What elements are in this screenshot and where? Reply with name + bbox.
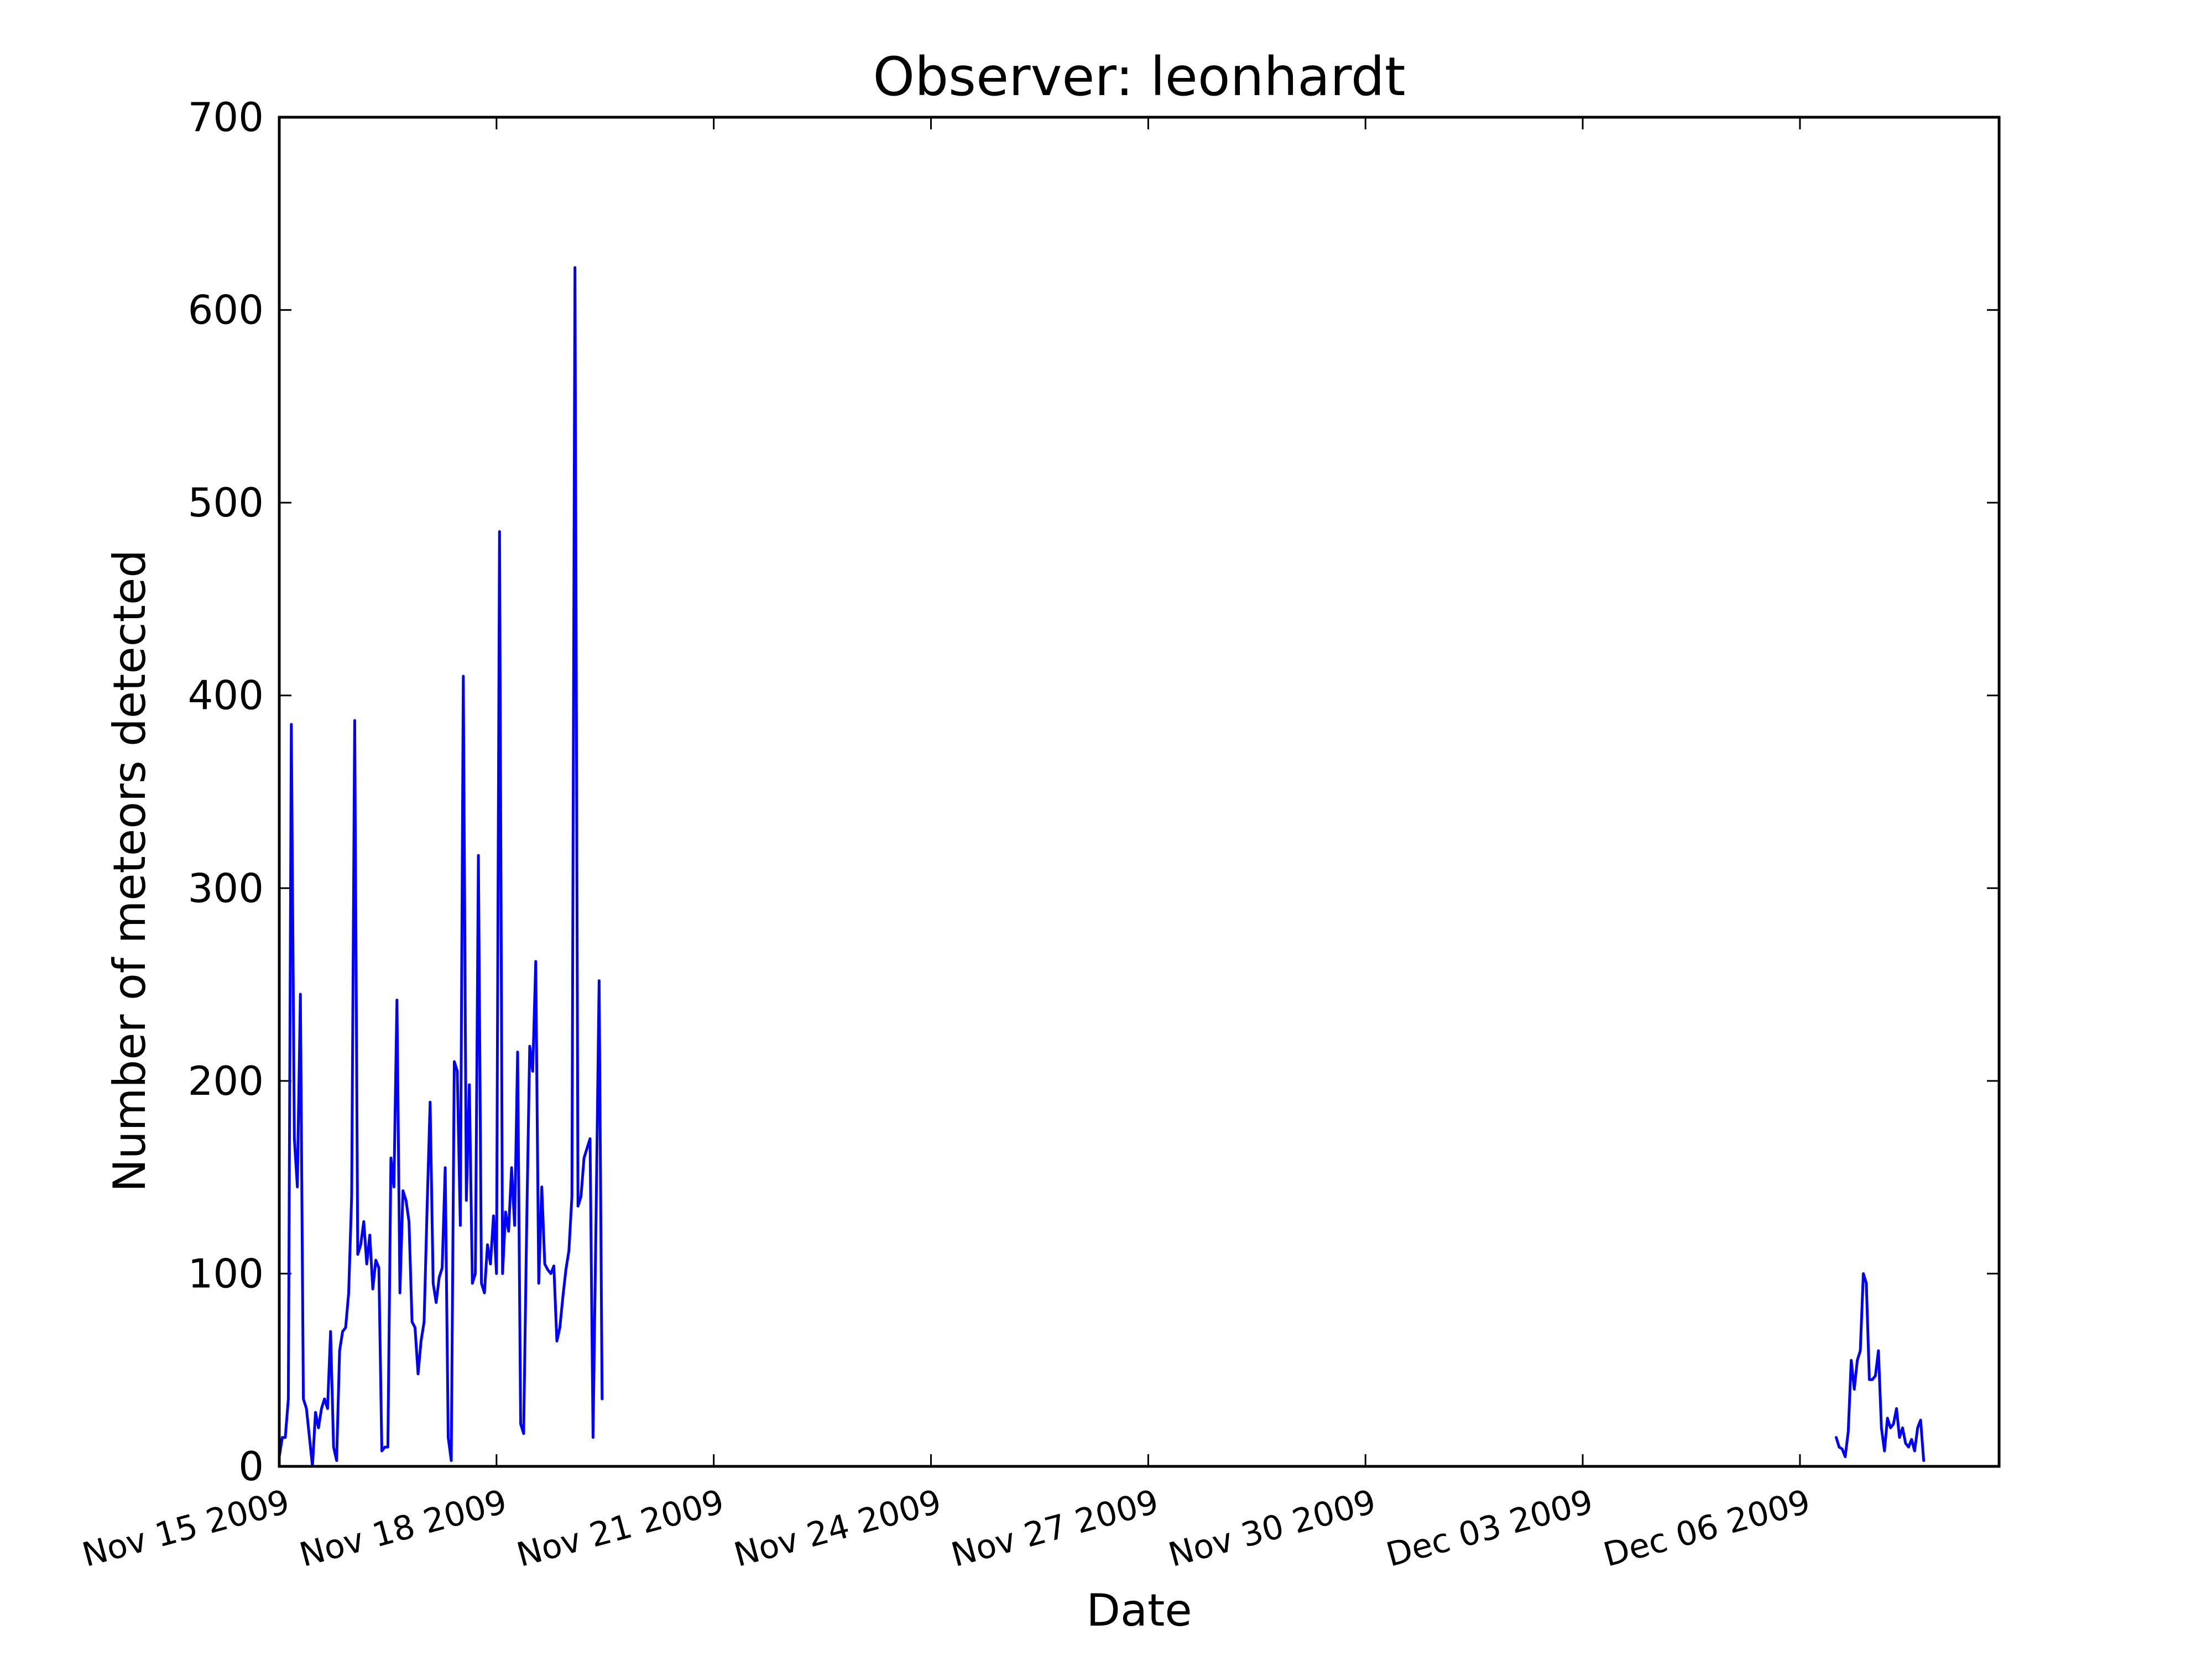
series-line-segment-1 bbox=[278, 266, 604, 1468]
x-tick-label: Dec 06 2009 bbox=[1599, 1482, 1814, 1575]
y-tick-label: 300 bbox=[188, 865, 264, 911]
y-tick-label: 400 bbox=[188, 672, 264, 719]
chart-title: Observer: leonhardt bbox=[873, 46, 1406, 108]
x-axis-label: Date bbox=[1086, 1585, 1192, 1636]
y-tick-label: 500 bbox=[188, 479, 264, 526]
series-line-segment-2 bbox=[1834, 1272, 1926, 1462]
x-tick-label: Dec 03 2009 bbox=[1383, 1482, 1597, 1575]
y-tick-label: 100 bbox=[188, 1250, 264, 1297]
data-series bbox=[278, 266, 1926, 1468]
y-tick-label: 0 bbox=[238, 1443, 264, 1490]
y-axis-label: Number of meteors detected bbox=[104, 550, 155, 1192]
y-tick-label: 200 bbox=[188, 1058, 264, 1104]
x-tick-label: Nov 24 2009 bbox=[730, 1482, 945, 1575]
axis-ticks: 0 100 200 300 400 500 600 700 Nov 15 2009 Nov 18 … bbox=[79, 94, 1999, 1575]
x-tick-label: Nov 30 2009 bbox=[1165, 1482, 1380, 1575]
x-tick-label: Nov 27 2009 bbox=[947, 1482, 1162, 1575]
plot-frame bbox=[278, 116, 2001, 1468]
x-tick-label: Nov 18 2009 bbox=[295, 1482, 510, 1575]
x-tick-label: Nov 15 2009 bbox=[79, 1482, 294, 1575]
y-tick-label: 700 bbox=[188, 94, 264, 140]
x-tick-label: Nov 21 2009 bbox=[513, 1482, 728, 1575]
y-tick-label: 600 bbox=[188, 287, 264, 333]
